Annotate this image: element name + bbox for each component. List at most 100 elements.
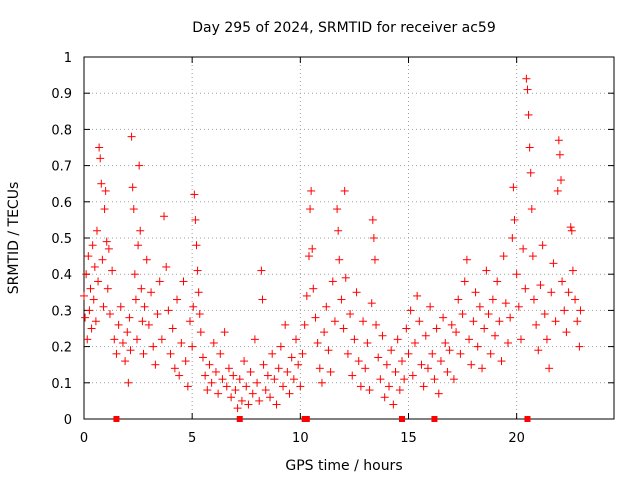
data-point — [140, 302, 149, 311]
data-point — [576, 306, 585, 315]
data-point — [309, 284, 318, 293]
data-point — [367, 299, 376, 308]
data-point — [376, 375, 385, 384]
data-point — [144, 320, 153, 329]
data-point — [80, 291, 88, 300]
data-point — [554, 136, 563, 145]
data-point — [432, 324, 441, 333]
data-point — [246, 367, 255, 376]
data-point — [352, 288, 361, 297]
data-point — [287, 353, 296, 362]
data-point — [361, 364, 370, 373]
data-point — [136, 226, 145, 235]
data-point — [469, 317, 478, 326]
data-point — [389, 400, 398, 409]
data-point — [369, 234, 378, 242]
data-point — [508, 234, 517, 242]
data-point — [276, 342, 285, 351]
x-tick-label: 15 — [400, 431, 417, 446]
data-point — [526, 168, 535, 177]
data-point — [547, 288, 556, 297]
data-point — [94, 277, 103, 286]
data-point — [139, 349, 148, 358]
data-point — [571, 295, 580, 304]
data-point — [337, 295, 346, 304]
data-point — [480, 324, 489, 333]
data-point — [220, 328, 229, 337]
data-point — [501, 299, 510, 308]
data-point — [104, 244, 113, 253]
data-point — [499, 252, 508, 261]
data-point — [129, 205, 138, 214]
y-tick-label: 0.8 — [51, 123, 72, 138]
data-point — [134, 241, 143, 250]
data-point — [198, 353, 207, 362]
x-axis: 0 5 10 15 20 — [80, 57, 525, 446]
data-point — [194, 288, 203, 297]
data-point — [177, 338, 186, 347]
data-point — [205, 360, 214, 369]
data-point — [514, 302, 523, 311]
data-point — [346, 310, 355, 319]
data-point — [341, 273, 350, 282]
data-point — [164, 306, 173, 315]
data-point — [222, 382, 231, 391]
y-tick-label: 0.6 — [51, 196, 72, 211]
data-point — [350, 335, 359, 344]
data-point — [135, 161, 144, 170]
data-point — [380, 393, 389, 402]
data-point — [218, 375, 227, 384]
y-tick-label: 0.5 — [51, 232, 72, 247]
data-point — [258, 295, 267, 304]
data-point — [495, 317, 504, 326]
data-point — [155, 277, 164, 286]
data-point — [557, 176, 565, 185]
data-point — [408, 371, 417, 380]
data-point — [191, 215, 200, 224]
data-point — [201, 371, 210, 380]
data-point — [270, 375, 279, 384]
data-point — [125, 313, 134, 322]
data-point — [229, 371, 238, 380]
data-point — [170, 364, 179, 373]
data-point — [525, 143, 534, 152]
data-point — [306, 205, 315, 214]
data-point — [195, 310, 204, 319]
data-point — [549, 259, 558, 268]
data-point — [506, 313, 515, 322]
data-point — [82, 270, 91, 279]
data-point — [216, 349, 225, 358]
y-axis: 0 0.1 0.2 0.3 0.4 0.5 0.6 0.7 0.8 0.9 1 — [51, 51, 614, 428]
data-point — [516, 335, 525, 344]
data-point — [551, 317, 560, 326]
data-point — [88, 241, 97, 250]
data-point — [255, 396, 264, 405]
data-point — [308, 244, 317, 253]
data-point — [328, 277, 337, 286]
data-point — [183, 382, 192, 391]
data-point — [281, 320, 290, 329]
data-point — [81, 313, 90, 322]
data-point — [313, 338, 322, 347]
data-point — [153, 310, 162, 319]
data-point — [133, 335, 141, 344]
data-point — [330, 317, 339, 326]
data-point — [410, 338, 419, 347]
data-point — [441, 338, 450, 347]
data-point — [430, 375, 439, 384]
data-point — [175, 371, 184, 380]
y-tick-label: 0.7 — [51, 160, 72, 175]
data-point — [522, 74, 531, 83]
data-point — [504, 338, 512, 347]
data-point — [193, 266, 202, 275]
data-point — [542, 335, 551, 344]
data-point — [415, 317, 424, 326]
data-point — [322, 302, 331, 311]
data-point — [482, 266, 491, 275]
data-point — [460, 277, 469, 286]
y-tick-label: 1 — [64, 51, 72, 66]
zero-data-point — [431, 416, 438, 422]
data-point — [274, 364, 283, 373]
data-point — [268, 349, 277, 358]
data-point — [512, 270, 521, 279]
